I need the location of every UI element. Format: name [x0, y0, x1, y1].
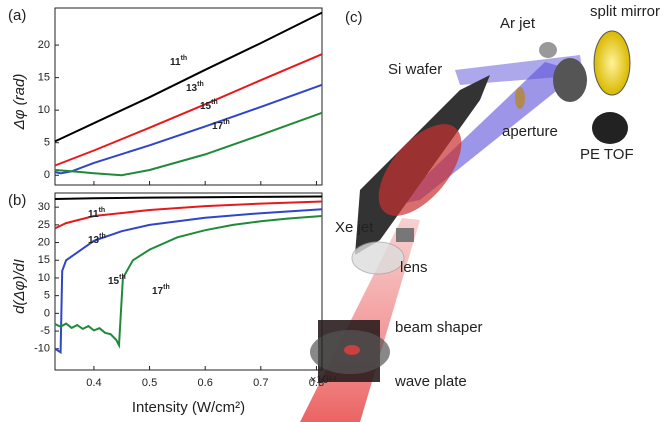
harmonic-suffix: th	[99, 233, 106, 240]
y-tick-label: 5	[44, 290, 50, 302]
series-line	[54, 195, 323, 200]
harmonic-number: 13	[88, 235, 100, 246]
harmonic-number: 11	[170, 57, 181, 68]
plot-frame	[54, 192, 323, 371]
harmonic-suffix: th	[163, 284, 170, 291]
diagram-label: wave plate	[394, 373, 467, 390]
y-tick-label: 10	[38, 272, 50, 284]
x-axis-label: Intensity (W/cm²)	[132, 399, 245, 416]
y-tick-label: 0	[44, 169, 50, 181]
diagram	[300, 30, 631, 422]
harmonic-suffix: th	[197, 81, 204, 88]
harmonic-number: 17	[212, 121, 224, 132]
diagram-label: split mirror	[590, 3, 660, 20]
series-line	[54, 200, 323, 230]
split-mirror	[593, 30, 631, 96]
series-line	[54, 11, 323, 143]
harmonic-number: 11	[88, 209, 99, 220]
lens	[351, 241, 405, 275]
diagram-label: PE TOF	[580, 146, 634, 163]
panel-label: (b)	[8, 192, 26, 209]
x-tick-label: 0.4	[86, 377, 101, 389]
y-tick-label: 15	[38, 254, 50, 266]
harmonic-label: 15th	[108, 274, 126, 287]
series-line	[54, 53, 323, 167]
harmonic-number: 17	[152, 286, 164, 297]
xe-jet	[396, 228, 414, 242]
y-tick-label: 25	[38, 219, 50, 231]
harmonic-label: 13th	[88, 233, 106, 246]
harmonic-suffix: th	[223, 119, 230, 126]
panel-label: (c)	[345, 9, 363, 26]
harmonic-label: 17th	[212, 119, 230, 132]
x-tick-label: 0.8	[309, 377, 324, 389]
pe-tof-grid	[553, 58, 587, 102]
y-tick-label: -5	[40, 325, 50, 337]
diagram-label: Si wafer	[388, 61, 442, 78]
harmonic-label: 11th	[88, 207, 105, 220]
y-axis-label: Δφ (rad)	[11, 74, 28, 131]
harmonic-label: 15th	[200, 99, 218, 112]
wafer-spot	[378, 124, 462, 216]
x-tick-label: 0.5	[142, 377, 157, 389]
series-line	[54, 208, 323, 355]
y-tick-label: 30	[38, 201, 50, 213]
harmonic-suffix: th	[119, 274, 126, 281]
harmonic-suffix: th	[99, 207, 106, 214]
pe-tof	[592, 112, 628, 144]
beam-spot	[344, 345, 360, 355]
harmonic-number: 15	[200, 101, 212, 112]
harmonic-number: 15	[108, 276, 120, 287]
plot-frame	[54, 7, 323, 186]
diagram-label: Xe jet	[335, 219, 374, 236]
series-line	[54, 215, 323, 349]
harmonic-suffix: th	[181, 55, 188, 62]
harmonic-suffix: th	[211, 99, 218, 106]
y-tick-label: 20	[38, 236, 50, 248]
diagram-label: beam shaper	[395, 319, 483, 336]
x-multiplier: ×10¹⁴	[310, 374, 337, 386]
harmonic-label: 13th	[186, 81, 204, 94]
harmonic-label: 17th	[152, 284, 170, 297]
x-tick-label: 0.6	[198, 377, 213, 389]
series-line	[54, 83, 323, 175]
diagram-label: lens	[400, 259, 428, 276]
y-tick-label: 5	[44, 137, 50, 149]
y-axis-label: d(Δφ)/dI	[11, 259, 28, 314]
diagram-label: Ar jet	[500, 15, 536, 32]
harmonic-number: 13	[186, 83, 198, 94]
harmonic-label: 11th	[170, 55, 187, 68]
y-tick-label: 15	[38, 72, 50, 84]
y-tick-label: 10	[38, 104, 50, 116]
series-line	[54, 111, 323, 177]
aperture	[515, 87, 525, 109]
x-tick-label: 0.7	[253, 377, 268, 389]
panel-label: (a)	[8, 7, 26, 24]
y-tick-label: -10	[34, 343, 50, 355]
diagram-label: aperture	[502, 123, 558, 140]
y-tick-label: 20	[38, 39, 50, 51]
y-tick-label: 0	[44, 307, 50, 319]
ar-jet	[539, 42, 557, 58]
